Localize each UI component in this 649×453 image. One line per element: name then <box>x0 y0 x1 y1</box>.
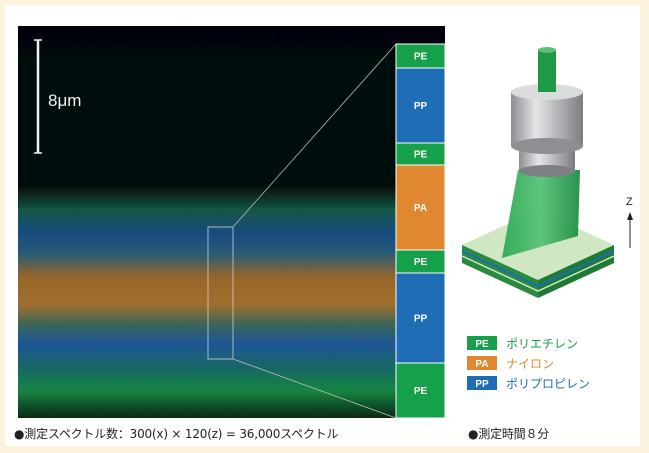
scale-bar: 8μm <box>34 39 81 154</box>
objective-lower-bottom <box>519 165 575 177</box>
legend-swatch-pe <box>467 336 497 350</box>
layer-band-pp <box>395 67 446 144</box>
material-legend: PE ポリエチレン PA ナイロン PP ポリプロピレン <box>467 336 590 391</box>
optic-tube <box>538 50 556 92</box>
legend-label: ポリプロピレン <box>506 377 590 391</box>
layer-band-label: PA <box>414 203 427 214</box>
sample-left-face <box>462 245 538 298</box>
legend-code: PE <box>475 339 489 350</box>
raman-image <box>18 26 445 418</box>
z-axis-label: Z <box>626 196 633 208</box>
zoom-indicator <box>207 43 397 419</box>
legend-label: ナイロン <box>506 357 554 371</box>
sample-right-face <box>538 245 614 298</box>
caption-spectra: ●測定スペクトル数：300(x) × 120(z) = 36,000スペクトル <box>14 427 339 441</box>
layer-band-label: PE <box>414 257 428 268</box>
layer-column: PE PP PE PA PE PP PE <box>395 43 446 419</box>
legend-code: PA <box>475 359 488 370</box>
objective-body-bottom <box>511 138 583 154</box>
zoom-box <box>207 226 234 360</box>
layer-band-label: PP <box>414 314 428 325</box>
layer-band-label: PE <box>414 52 428 63</box>
caption-time: ●測定時間８分 <box>468 427 550 441</box>
z-axis-arrow <box>627 212 633 220</box>
layer-band-pe <box>395 362 446 419</box>
optic-tube-top <box>538 47 556 53</box>
sample-layer-line-2 <box>461 255 615 292</box>
legend-swatch-pp <box>467 376 497 390</box>
laser-beam <box>502 170 580 258</box>
objective-body <box>511 92 583 146</box>
layer-band-label: PE <box>414 386 428 397</box>
scale-bar-label: 8μm <box>48 91 81 110</box>
legend-label: ポリエチレン <box>506 337 578 351</box>
legend-code: PP <box>475 379 489 390</box>
layer-band-pa <box>395 164 446 251</box>
sample-layer-line-1 <box>461 250 615 288</box>
layer-band-label: PP <box>414 101 428 112</box>
layer-band-pp <box>395 272 446 364</box>
zoom-line-bottom <box>232 358 397 419</box>
layer-band-label: PE <box>414 150 428 161</box>
legend-swatch-pa <box>467 356 497 370</box>
layer-stack-overlay <box>18 26 396 418</box>
zoom-line-top <box>232 43 397 228</box>
microscope-schematic: Z <box>461 47 633 298</box>
